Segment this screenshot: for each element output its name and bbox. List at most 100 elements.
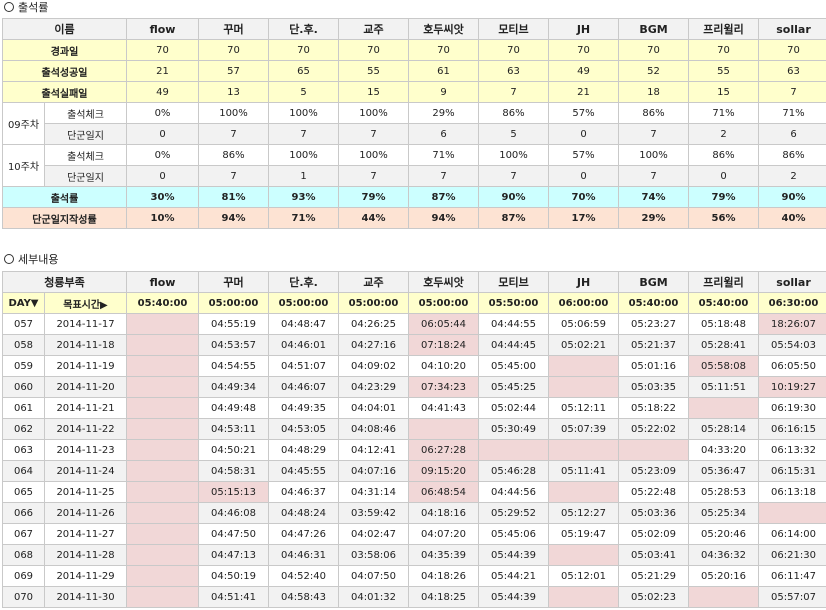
time-cell: 06:15:31 — [758, 460, 826, 482]
value-cell: 70 — [338, 39, 409, 61]
time-cell: 04:23:29 — [338, 376, 410, 398]
value-cell: 65 — [268, 60, 339, 82]
value-cell: 7 — [618, 123, 689, 145]
day-row: 066 2014-11-26 04:46:08 04:48:24 03:59:42 04:… — [2, 502, 826, 524]
time-cell: 04:31:14 — [338, 481, 410, 503]
day-cell: 061 — [2, 397, 45, 419]
value-cell: 29% — [408, 102, 479, 124]
time-cell: 04:46:01 — [268, 334, 340, 356]
target-time-cell: 05:00:00 — [408, 292, 480, 314]
value-cell: 52 — [618, 60, 689, 82]
journal-rate-cell: 29% — [618, 207, 689, 229]
time-cell: 10:19:27 — [758, 376, 826, 398]
rate-cell: 79% — [688, 186, 759, 208]
value-cell: 70 — [198, 39, 269, 61]
target-time-cell: 05:40:00 — [126, 292, 200, 314]
value-cell: 57 — [198, 60, 269, 82]
attendance-section-title: 출석률 — [4, 0, 48, 16]
attendance-title-text: 출석률 — [18, 1, 49, 14]
rate-cell: 87% — [408, 186, 479, 208]
time-cell: 04:46:08 — [198, 502, 270, 524]
time-cell: 04:48:47 — [268, 313, 340, 335]
time-cell: 04:41:43 — [408, 397, 480, 419]
value-cell: 7 — [408, 165, 479, 187]
value-cell: 100% — [198, 102, 269, 124]
value-cell: 100% — [268, 144, 339, 166]
day-cell: 069 — [2, 565, 45, 587]
day-row: 057 2014-11-17 04:55:19 04:48:47 04:26:25 06:… — [2, 313, 826, 335]
details-table: 청룡부족 flow 꾸머 단.후. 교주 호두씨앗 모티브 JH BGM 프리윌리 sollar DA… — [1, 271, 826, 608]
time-cell — [548, 355, 620, 377]
day-row: 058 2014-11-18 04:53:57 04:46:01 04:27:16 07:… — [2, 334, 826, 356]
time-cell: 05:21:29 — [618, 565, 690, 587]
target-time-cell: 05:40:00 — [688, 292, 760, 314]
value-cell: 0 — [548, 123, 619, 145]
time-cell: 06:05:44 — [408, 313, 480, 335]
value-cell: 6 — [408, 123, 479, 145]
time-cell: 05:11:41 — [548, 460, 620, 482]
summary-row: 출석실패일 49 13 5 15 9 7 21 18 15 7 — [2, 81, 826, 103]
time-cell — [126, 313, 200, 335]
target-time-cell: 05:00:00 — [198, 292, 270, 314]
time-cell: 05:58:08 — [688, 355, 760, 377]
time-cell: 04:49:34 — [198, 376, 270, 398]
time-cell: 05:57:07 — [758, 586, 826, 608]
date-cell: 2014-11-25 — [43, 481, 128, 503]
rate-cell: 90% — [478, 186, 549, 208]
attendance-table: 이름 flow 꾸머 단.후. 교주 호두씨앗 모티브 JH BGM 프리윌리 sollar 경과일 7… — [2, 18, 826, 229]
journal-rate-cell: 10% — [126, 207, 199, 229]
date-cell: 2014-11-21 — [43, 397, 128, 419]
time-cell: 04:35:39 — [408, 544, 480, 566]
target-time-cell: 06:00:00 — [548, 292, 620, 314]
day-cell: 064 — [2, 460, 45, 482]
day-row: 061 2014-11-21 04:49:48 04:49:35 04:04:01 04:… — [2, 397, 826, 419]
value-cell: 70 — [618, 39, 689, 61]
time-cell: 04:02:47 — [338, 523, 410, 545]
time-cell: 04:36:32 — [688, 544, 760, 566]
row-label: 경과일 — [2, 39, 127, 61]
time-cell: 05:03:35 — [618, 376, 690, 398]
time-cell: 04:09:02 — [338, 355, 410, 377]
day-row: 068 2014-11-28 04:47:13 04:46:31 03:58:06 04:… — [2, 544, 826, 566]
value-cell: 70 — [548, 39, 619, 61]
week-row: 09주차 출석체크 0% 100% 100% 100% 29% 86% 57% 86% 71% 71% — [2, 102, 826, 145]
value-cell: 6 — [758, 123, 826, 145]
time-cell: 04:58:31 — [198, 460, 270, 482]
time-cell: 04:44:56 — [478, 481, 550, 503]
time-cell: 04:52:40 — [268, 565, 340, 587]
week-row-label: 단군일지 — [44, 123, 127, 145]
member-header: BGM — [618, 18, 689, 40]
day-row: 065 2014-11-25 05:15:13 04:46:37 04:31:14 06:… — [2, 481, 826, 503]
value-cell: 0 — [126, 123, 199, 145]
target-time-cell: 05:00:00 — [268, 292, 340, 314]
time-cell: 05:18:48 — [688, 313, 760, 335]
time-cell: 04:07:50 — [338, 565, 410, 587]
value-cell: 1 — [268, 165, 339, 187]
member-header: 꾸머 — [198, 271, 270, 293]
time-cell: 04:18:26 — [408, 565, 480, 587]
member-header: 교주 — [338, 18, 409, 40]
time-cell: 04:55:19 — [198, 313, 270, 335]
time-cell: 04:12:41 — [338, 439, 410, 461]
time-cell: 05:28:53 — [688, 481, 760, 503]
member-header: 프리윌리 — [688, 18, 759, 40]
date-cell: 2014-11-29 — [43, 565, 128, 587]
time-cell — [126, 355, 200, 377]
time-cell: 05:45:25 — [478, 376, 550, 398]
time-cell: 05:46:28 — [478, 460, 550, 482]
time-cell: 04:27:16 — [338, 334, 410, 356]
time-cell — [688, 397, 760, 419]
value-cell: 70 — [688, 39, 759, 61]
time-cell: 04:54:55 — [198, 355, 270, 377]
details-header-row: 청룡부족 flow 꾸머 단.후. 교주 호두씨앗 모티브 JH BGM 프리윌리 sollar — [1, 271, 826, 293]
time-cell: 05:01:16 — [618, 355, 690, 377]
date-cell: 2014-11-30 — [43, 586, 128, 608]
member-header: JH — [548, 18, 619, 40]
value-cell: 18 — [618, 81, 689, 103]
time-cell: 04:49:48 — [198, 397, 270, 419]
time-cell: 04:18:16 — [408, 502, 480, 524]
time-cell: 04:47:50 — [198, 523, 270, 545]
value-cell: 71% — [758, 102, 826, 124]
details-section-title: 세부내용 — [4, 252, 58, 268]
member-header: 프리윌리 — [688, 271, 760, 293]
